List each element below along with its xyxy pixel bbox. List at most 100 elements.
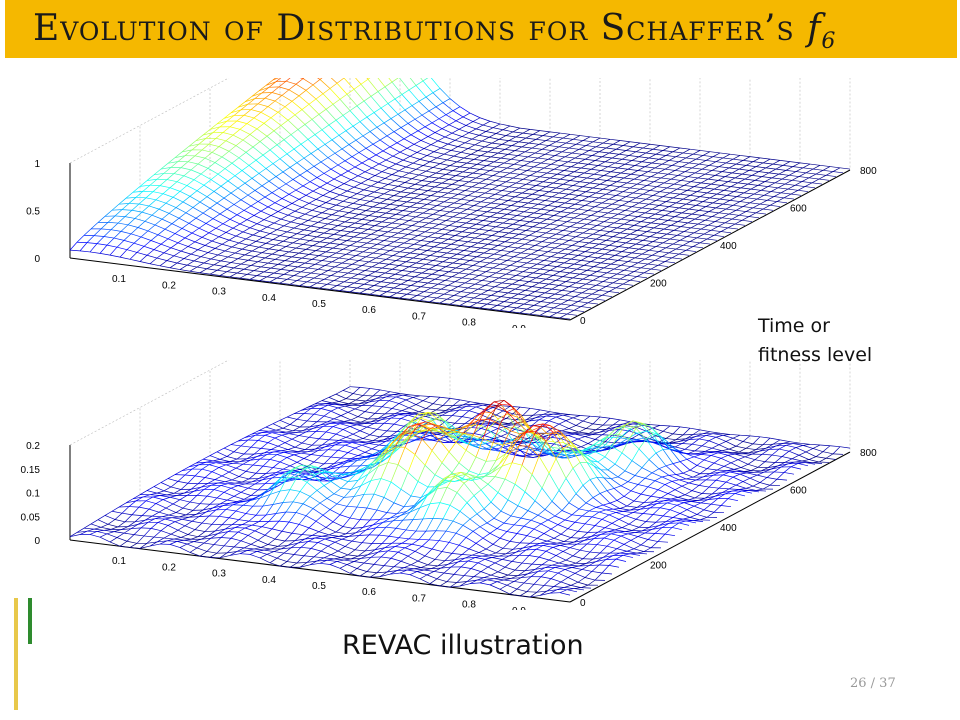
mesh-line bbox=[635, 193, 644, 199]
mesh-line bbox=[777, 463, 789, 467]
mesh-line bbox=[280, 269, 292, 271]
mesh-line bbox=[709, 431, 721, 434]
mesh-line bbox=[519, 308, 528, 314]
mesh-line bbox=[322, 88, 331, 95]
mesh-line bbox=[704, 447, 713, 452]
mesh-line bbox=[342, 200, 354, 204]
mesh-line bbox=[529, 171, 538, 176]
mesh-line bbox=[304, 119, 313, 125]
mesh-line bbox=[605, 240, 617, 242]
mesh-line bbox=[525, 134, 534, 139]
mesh-line bbox=[324, 218, 336, 221]
x-tick-label: 0.6 bbox=[362, 305, 376, 316]
mesh-line bbox=[582, 186, 594, 189]
mesh-line bbox=[576, 268, 588, 271]
mesh-line bbox=[714, 221, 726, 224]
mesh-line bbox=[359, 195, 368, 200]
mesh-line bbox=[600, 166, 609, 171]
mesh-line bbox=[653, 439, 665, 444]
mesh-line bbox=[518, 141, 530, 144]
mesh-line bbox=[520, 248, 529, 254]
mesh-line bbox=[560, 207, 569, 213]
mesh-line bbox=[538, 415, 547, 421]
mesh-line bbox=[722, 153, 731, 159]
mesh-line bbox=[356, 241, 368, 244]
mesh-line bbox=[181, 149, 193, 153]
mesh-line bbox=[468, 177, 477, 183]
mesh-line bbox=[495, 272, 507, 275]
mesh-line bbox=[811, 462, 823, 464]
mesh-line bbox=[432, 163, 441, 168]
mesh-line bbox=[267, 100, 276, 107]
mesh-line bbox=[203, 258, 212, 264]
mesh-line bbox=[688, 208, 700, 211]
mesh-line bbox=[428, 222, 440, 225]
mesh-line bbox=[318, 109, 327, 115]
mesh-line bbox=[461, 132, 470, 137]
mesh-line bbox=[169, 262, 178, 269]
mesh-line bbox=[748, 216, 760, 219]
mesh-line bbox=[558, 281, 567, 286]
mesh-line bbox=[466, 255, 478, 258]
mesh-line bbox=[399, 151, 411, 157]
mesh-line bbox=[350, 273, 359, 279]
mesh-line bbox=[538, 282, 550, 285]
mesh-line bbox=[251, 246, 260, 252]
mesh-line bbox=[116, 240, 125, 248]
mesh-line bbox=[650, 268, 662, 271]
mesh-line bbox=[409, 152, 418, 157]
mesh-line bbox=[575, 278, 584, 284]
mesh-line bbox=[484, 146, 496, 149]
mesh-line bbox=[509, 215, 518, 220]
mesh-line bbox=[730, 182, 739, 187]
mesh-line bbox=[418, 170, 427, 176]
mesh-line bbox=[132, 190, 144, 193]
mesh-line bbox=[480, 247, 492, 250]
mesh-line bbox=[233, 267, 245, 270]
mesh-line bbox=[444, 280, 456, 283]
mesh-line bbox=[440, 238, 449, 244]
mesh-line bbox=[428, 106, 437, 112]
mesh-line bbox=[451, 184, 463, 186]
mesh-line bbox=[438, 177, 450, 180]
mesh-line bbox=[310, 148, 319, 154]
mesh-line bbox=[695, 205, 707, 207]
mesh-line bbox=[495, 129, 504, 134]
mesh-line bbox=[431, 223, 440, 229]
mesh-line bbox=[524, 197, 536, 200]
mesh-line bbox=[624, 163, 636, 166]
mesh-line bbox=[239, 274, 248, 279]
mesh-line bbox=[303, 413, 315, 415]
mesh-line bbox=[626, 271, 635, 276]
mesh-line bbox=[378, 216, 390, 219]
mesh-line bbox=[280, 218, 292, 223]
mesh-line bbox=[264, 253, 273, 259]
mesh-line bbox=[756, 195, 765, 200]
mesh-line bbox=[765, 167, 777, 170]
mesh-line bbox=[717, 226, 729, 229]
mesh-line bbox=[675, 434, 684, 440]
mesh-line bbox=[525, 276, 537, 279]
mesh-line bbox=[353, 278, 362, 284]
mesh-line bbox=[768, 172, 780, 175]
mesh-line bbox=[549, 266, 558, 271]
mesh-line bbox=[303, 225, 312, 231]
mesh-line bbox=[736, 196, 748, 199]
mesh-line bbox=[385, 212, 397, 215]
mesh-line bbox=[566, 221, 578, 224]
mesh-line bbox=[666, 230, 675, 235]
mesh-line bbox=[338, 398, 347, 402]
mesh-line bbox=[601, 198, 610, 204]
mesh-line bbox=[455, 267, 467, 270]
mesh-line bbox=[439, 88, 451, 99]
mesh-line bbox=[355, 204, 364, 210]
mesh-line bbox=[785, 170, 797, 172]
mesh-line bbox=[411, 225, 423, 228]
mesh-line bbox=[647, 167, 656, 173]
mesh-line bbox=[769, 204, 781, 207]
mesh-line bbox=[407, 276, 416, 281]
mesh-line bbox=[595, 188, 604, 194]
mesh-line bbox=[296, 413, 305, 420]
mesh-line bbox=[403, 196, 415, 199]
mesh-line bbox=[398, 166, 407, 172]
